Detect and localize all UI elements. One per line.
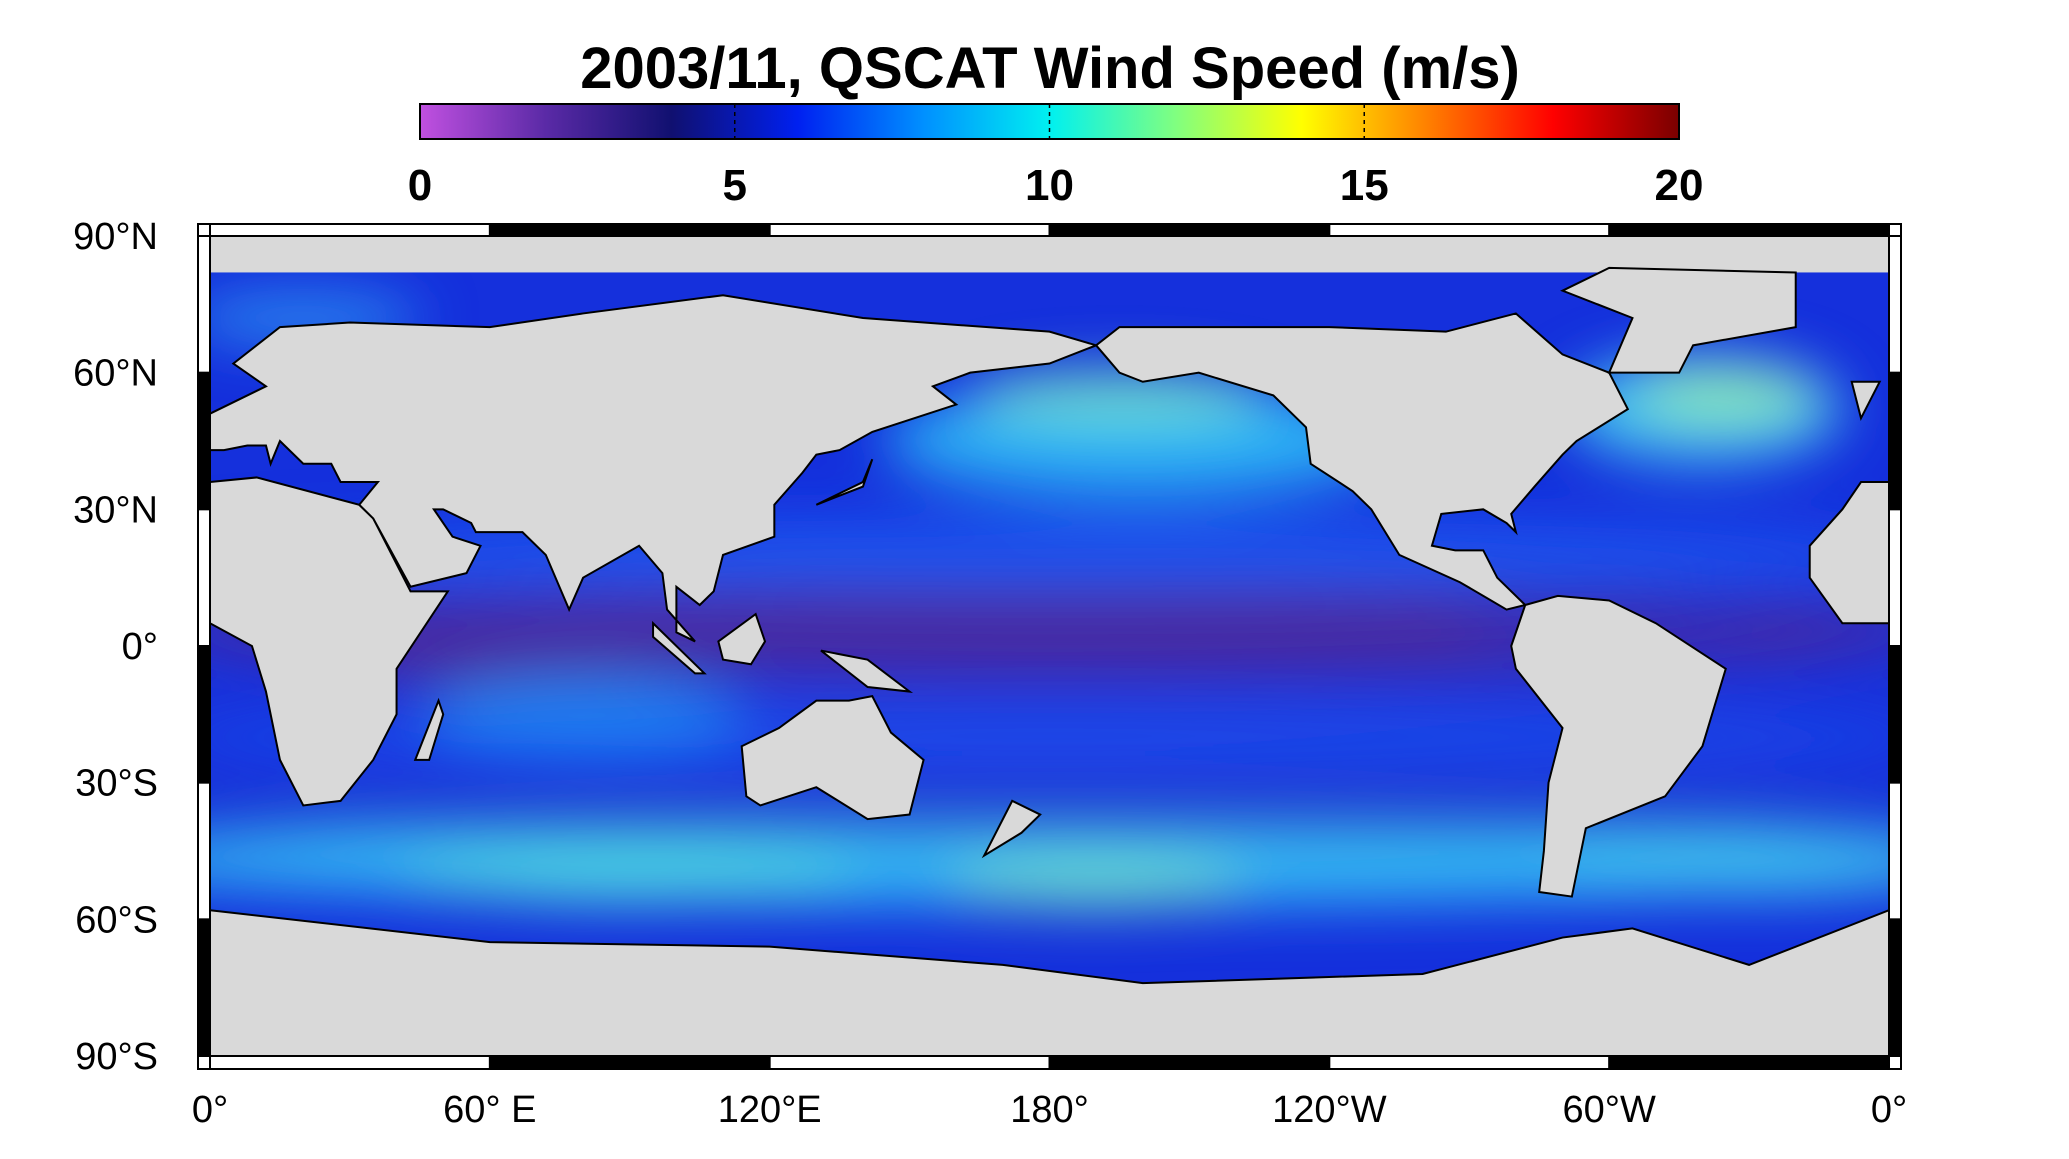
- wind-field: [210, 293, 1889, 908]
- wind-region: [969, 370, 1270, 421]
- lon-label: 60° E: [443, 1089, 536, 1131]
- frame-segment: [1889, 919, 1901, 1056]
- land: [413, 697, 445, 761]
- lon-label: 60°W: [1562, 1089, 1655, 1131]
- lon-label: 120°E: [718, 1089, 822, 1131]
- land: [1850, 380, 1882, 422]
- lon-label: 180°: [1010, 1089, 1089, 1131]
- wind-region: [1549, 834, 1889, 895]
- colorbar-tick-label: 5: [723, 161, 747, 210]
- wind-region: [210, 794, 1889, 835]
- frame-segment: [1889, 646, 1901, 783]
- colorbar-tick-label: 0: [408, 161, 432, 210]
- frame-segment: [489, 1056, 770, 1069]
- land: [210, 294, 1100, 643]
- lat-label: 0°: [122, 626, 158, 668]
- colorbar-tick-label: 20: [1655, 161, 1704, 210]
- frame-segment: [198, 919, 210, 1056]
- wind-region: [882, 386, 1403, 496]
- frame-segment: [1049, 224, 1330, 236]
- lat-label: 60°S: [75, 899, 158, 941]
- lat-label: 90°S: [75, 1036, 158, 1078]
- frame-segment: [198, 372, 210, 510]
- land: [1560, 266, 1797, 374]
- lat-label: 30°N: [73, 489, 158, 531]
- colorbar-tick-label: 15: [1340, 161, 1389, 210]
- frame-segment: [489, 224, 770, 236]
- land: [820, 649, 914, 693]
- lat-label: 60°N: [73, 353, 158, 395]
- land: [981, 799, 1042, 859]
- wind-region: [946, 857, 1247, 908]
- map-border: [209, 235, 1890, 1057]
- land: [815, 458, 874, 506]
- lat-label: 90°N: [73, 216, 158, 258]
- wind-region: [1635, 370, 1816, 421]
- land: [717, 612, 767, 666]
- title: 2003/11, QSCAT Wind Speed (m/s): [580, 36, 1520, 101]
- lat-label: 30°S: [75, 763, 158, 805]
- frame-segment: [1889, 372, 1901, 510]
- lon-label: 120°W: [1272, 1089, 1387, 1131]
- arctic: [210, 236, 1889, 273]
- wind-region: [399, 843, 860, 904]
- land: [740, 694, 925, 821]
- map-area: [210, 236, 1889, 1056]
- land: [1510, 594, 1727, 898]
- frame-segment: [198, 646, 210, 783]
- wind-region: [423, 674, 744, 755]
- land: [1094, 312, 1630, 611]
- land: [210, 909, 1889, 1056]
- lon-label: 0°: [192, 1089, 228, 1131]
- lon-label: 0°: [1871, 1089, 1907, 1131]
- land: [652, 620, 707, 675]
- land: [1808, 481, 1889, 625]
- colorbar-tick-label: 10: [1025, 161, 1074, 210]
- frame-segment: [1609, 224, 1889, 236]
- frame-segment: [1049, 1056, 1330, 1069]
- frame-segment: [1609, 1056, 1889, 1069]
